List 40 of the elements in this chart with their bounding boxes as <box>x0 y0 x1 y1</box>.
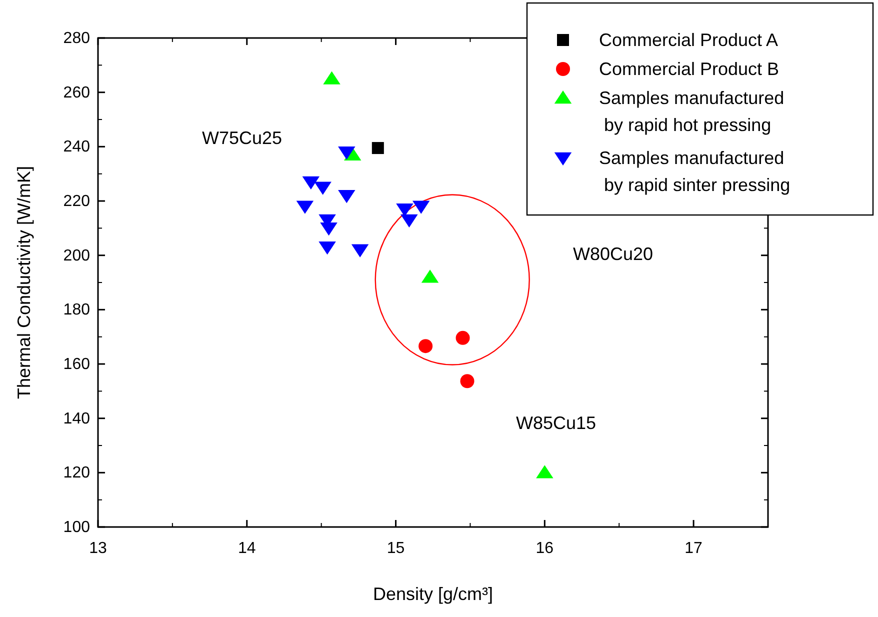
point <box>338 146 356 160</box>
x-tick-label: 13 <box>89 540 107 557</box>
point <box>351 244 369 258</box>
point <box>421 270 439 283</box>
point <box>296 200 314 214</box>
y-tick-label: 100 <box>63 519 90 536</box>
y-tick-label: 180 <box>63 302 90 319</box>
y-axis-title: Thermal Conductivity [W/mK] <box>14 166 34 400</box>
y-tick-label: 140 <box>63 410 90 428</box>
point <box>320 222 338 236</box>
legend-label: Samples manufactured by rapid sinter pressing <box>599 148 790 195</box>
y-tick-label: 260 <box>63 84 90 102</box>
legend-label: Samples manufactured by rapid hot pressing <box>599 88 784 135</box>
annotation: W80Cu20 <box>572 244 654 264</box>
x-axis-title: Density [g/cm³] <box>372 584 494 604</box>
point <box>338 190 356 204</box>
point <box>318 242 336 255</box>
x-tick-label: 15 <box>386 540 405 557</box>
y-tick-label: 200 <box>63 247 90 264</box>
point <box>412 200 430 214</box>
y-tick-label: 160 <box>63 356 90 373</box>
point <box>400 214 418 228</box>
y-tick-label: 280 <box>63 30 90 47</box>
legend-label: Commercial Product B <box>599 59 780 79</box>
annotation: W75Cu25 <box>202 128 282 148</box>
legend-label: Commercial Product A <box>599 30 778 50</box>
point <box>460 374 474 388</box>
point <box>456 330 470 345</box>
x-tick-label: 16 <box>536 540 554 557</box>
x-tick-label: 17 <box>684 540 703 557</box>
point <box>372 142 384 154</box>
x-tick-label: 14 <box>238 540 256 557</box>
y-tick-label: 240 <box>63 138 90 156</box>
point <box>314 182 332 195</box>
point <box>418 339 433 354</box>
y-tick-label: 220 <box>63 193 90 210</box>
point <box>536 465 554 478</box>
y-tick-label: 120 <box>63 464 90 482</box>
annotation: W85Cu15 <box>516 413 596 433</box>
point <box>302 176 320 190</box>
